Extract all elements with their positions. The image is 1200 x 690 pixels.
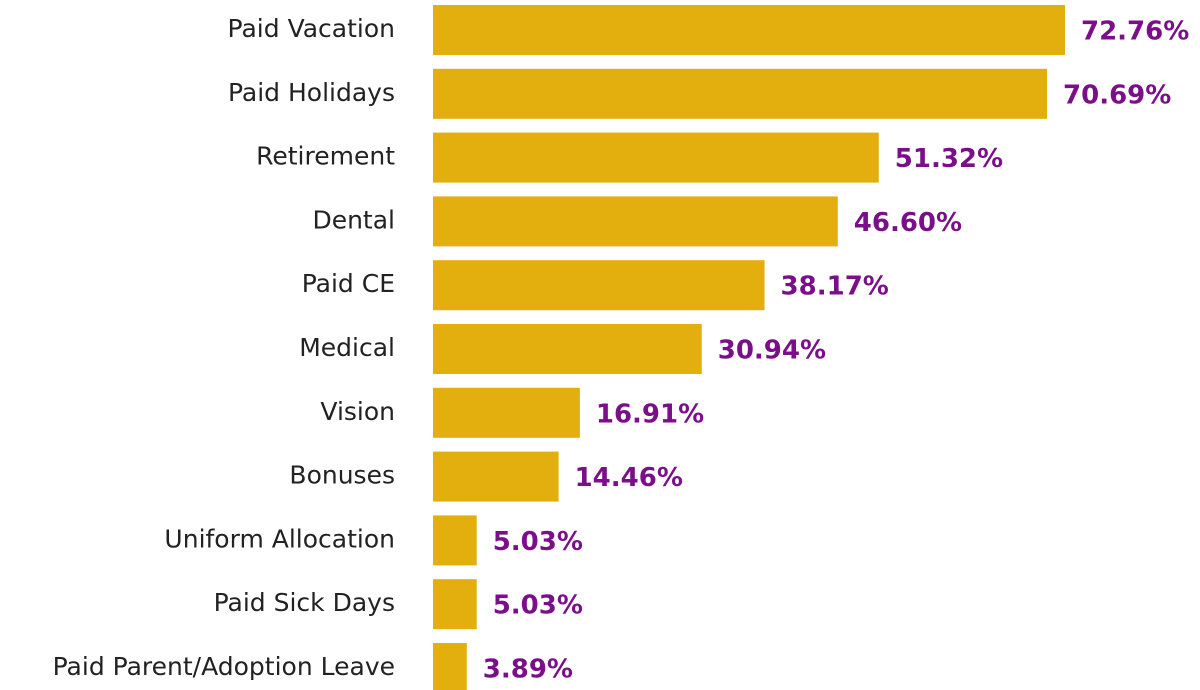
bar [433, 451, 559, 502]
value-label: 30.94% [718, 336, 826, 366]
value-label: 14.46% [575, 463, 683, 493]
category-label: Retirement [256, 142, 395, 171]
category-label: Bonuses [289, 461, 395, 490]
category-label: Medical [299, 333, 395, 362]
category-label: Paid Vacation [228, 14, 395, 43]
bar [433, 643, 467, 690]
value-label: 72.76% [1081, 17, 1189, 47]
bar [433, 68, 1048, 119]
category-label: Dental [312, 205, 395, 234]
value-label: 46.60% [854, 208, 962, 238]
bar [433, 132, 879, 183]
category-label: Paid Parent/Adoption Leave [53, 652, 395, 681]
bar [433, 324, 702, 374]
category-label: Paid Holidays [228, 78, 395, 107]
value-label: 38.17% [781, 272, 889, 302]
category-label: Paid Sick Days [214, 588, 395, 617]
value-label: 70.69% [1063, 80, 1171, 110]
value-label: 3.89% [483, 655, 573, 685]
bar [433, 579, 477, 630]
value-label: 51.32% [895, 144, 1003, 174]
bar [433, 387, 580, 438]
bar [433, 515, 477, 566]
category-label: Vision [320, 397, 395, 426]
bar [433, 5, 1065, 55]
category-label: Uniform Allocation [164, 524, 395, 553]
bar [433, 196, 838, 247]
value-label: 16.91% [596, 399, 704, 429]
category-label: Paid CE [302, 269, 395, 298]
value-label: 5.03% [493, 527, 583, 557]
value-label: 5.03% [493, 591, 583, 621]
bar [433, 260, 765, 311]
